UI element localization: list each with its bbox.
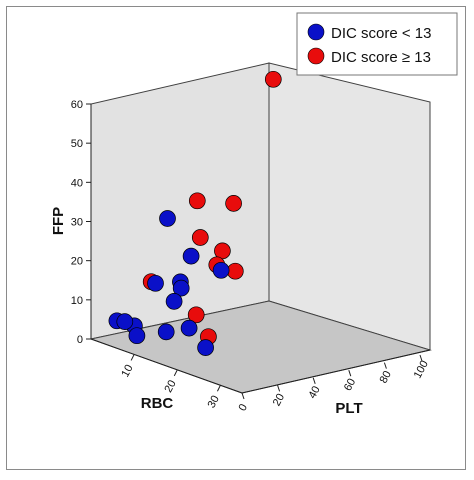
x-tick-mark [216,385,221,392]
legend-marker-high [307,47,325,65]
point-dic-low [212,261,230,279]
point-dic-low [172,279,190,297]
point-dic-low [159,210,176,227]
point-dic-low [157,323,175,341]
point-dic-low [128,327,146,345]
x-tick-label: 20 [162,378,178,394]
z-tick-label: 30 [71,217,83,229]
point-dic-low [182,247,200,265]
point-dic-low [147,274,164,292]
point-dic-high [187,306,205,324]
x-tick-label: 30 [206,394,222,410]
point-dic-high [264,70,282,88]
y-tick-label: 80 [378,369,394,385]
z-tick-label: 40 [71,177,83,189]
data-points [108,70,282,356]
x-axis-ticks: 10 20 30 [119,354,222,410]
y-tick-mark [348,370,352,377]
x-axis-label: RBC [141,395,174,412]
y-tick-label: 40 [306,384,322,400]
legend-label-low: DIC score < 13 [331,25,431,42]
x-axis-line [90,338,243,394]
point-dic-high [191,229,209,246]
y-tick-mark [312,377,316,384]
legend: DIC score < 13 DIC score ≥ 13 [296,12,458,76]
chart-frame: 0 10 20 30 40 50 60 10 20 30 0 20 40 60 80 100 FFP RB… [6,6,466,470]
point-dic-low [180,319,198,337]
y-tick-label: 60 [342,377,358,393]
x-tick-mark [173,369,178,377]
y-tick-mark [241,392,245,400]
z-tick-label: 10 [71,295,83,307]
z-tick-label: 50 [71,138,83,150]
scatter-3d-plot: 0 10 20 30 40 50 60 10 20 30 0 20 40 60 80 100 FFP RB… [50,12,458,417]
y-tick-mark [419,354,423,362]
point-dic-high [225,195,242,212]
y-tick-mark [277,385,281,392]
point-dic-high [226,262,244,280]
y-tick-mark [383,362,387,369]
legend-marker-low [307,23,325,41]
z-tick-label: 0 [77,334,83,346]
back-wall-right [268,62,431,351]
y-tick-label: 20 [271,392,287,408]
x-tick-label: 10 [119,363,135,379]
z-axis-label: FFP [50,207,67,235]
y-tick-label: 100 [412,359,431,381]
z-tick-label: 60 [71,99,83,111]
z-tick-label: 20 [71,256,83,268]
point-dic-low [116,313,134,330]
y-tick-label: 0 [237,402,250,413]
y-axis-label: PLT [335,400,362,417]
legend-box [296,12,458,76]
legend-label-high: DIC score ≥ 13 [331,49,431,66]
y-axis-line [241,349,431,394]
point-dic-high [188,192,206,210]
point-dic-low [197,339,214,356]
z-axis-ticks: 0 10 20 30 40 50 60 [71,99,91,346]
point-dic-low [165,293,183,310]
x-tick-mark [130,354,135,361]
y-axis-ticks: 0 20 40 60 80 100 [237,354,431,413]
